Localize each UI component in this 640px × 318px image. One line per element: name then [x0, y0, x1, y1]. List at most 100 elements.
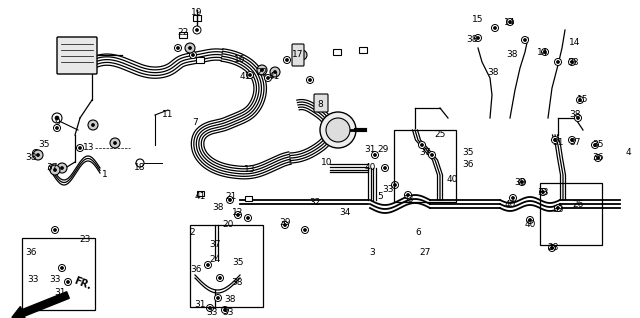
Circle shape	[577, 116, 579, 120]
Circle shape	[303, 229, 307, 232]
Text: 38: 38	[467, 35, 477, 44]
Circle shape	[596, 156, 600, 160]
Circle shape	[550, 246, 554, 250]
Text: 23: 23	[79, 235, 91, 244]
Text: 38: 38	[212, 203, 224, 212]
Circle shape	[552, 136, 559, 143]
Circle shape	[509, 195, 516, 202]
Text: 34: 34	[339, 208, 351, 217]
Circle shape	[511, 197, 515, 199]
Circle shape	[257, 65, 267, 75]
Circle shape	[195, 29, 198, 31]
Circle shape	[61, 266, 63, 269]
Text: 13: 13	[83, 143, 95, 152]
Text: 37: 37	[46, 163, 58, 172]
Text: 31: 31	[54, 288, 66, 297]
Circle shape	[88, 120, 98, 130]
Text: 33: 33	[206, 308, 218, 317]
Circle shape	[543, 51, 547, 53]
Circle shape	[381, 164, 388, 171]
Text: 14: 14	[504, 18, 516, 27]
Text: 35: 35	[38, 140, 50, 149]
Circle shape	[205, 261, 211, 268]
Circle shape	[570, 139, 573, 142]
Circle shape	[207, 264, 209, 266]
Text: 10: 10	[321, 158, 333, 167]
Text: 5: 5	[377, 192, 383, 201]
Text: FR.: FR.	[72, 276, 92, 292]
Circle shape	[223, 308, 227, 312]
Circle shape	[524, 38, 527, 42]
FancyBboxPatch shape	[57, 37, 97, 74]
Text: 7: 7	[192, 118, 198, 127]
Circle shape	[593, 143, 596, 147]
Circle shape	[492, 24, 499, 31]
Circle shape	[509, 20, 511, 24]
Text: 14: 14	[538, 48, 548, 57]
Circle shape	[56, 127, 58, 129]
Bar	[190, 225, 263, 307]
Circle shape	[301, 53, 303, 57]
Circle shape	[234, 211, 241, 218]
FancyBboxPatch shape	[292, 44, 304, 66]
Circle shape	[266, 77, 269, 80]
Circle shape	[431, 154, 433, 156]
Circle shape	[216, 274, 223, 281]
Circle shape	[529, 218, 531, 222]
Text: 40: 40	[364, 163, 376, 172]
Text: 38: 38	[567, 58, 579, 67]
Circle shape	[554, 139, 557, 142]
Circle shape	[246, 72, 253, 79]
Text: 31: 31	[364, 145, 376, 154]
Circle shape	[541, 190, 545, 193]
Circle shape	[284, 224, 287, 226]
Circle shape	[554, 59, 561, 66]
Circle shape	[209, 307, 211, 309]
Text: 33: 33	[222, 308, 234, 317]
Text: 30: 30	[515, 178, 525, 187]
Circle shape	[35, 151, 38, 155]
Text: 38: 38	[569, 110, 580, 119]
Circle shape	[54, 229, 56, 232]
Bar	[196, 57, 204, 63]
Circle shape	[392, 182, 399, 189]
Circle shape	[474, 34, 481, 42]
Circle shape	[260, 68, 264, 72]
Circle shape	[228, 198, 232, 202]
Circle shape	[54, 169, 56, 171]
Text: 20: 20	[222, 220, 234, 229]
Text: 8: 8	[317, 100, 323, 109]
Text: 15: 15	[577, 95, 589, 104]
Text: 6: 6	[415, 228, 421, 237]
Circle shape	[50, 165, 60, 175]
Text: 40: 40	[524, 220, 536, 229]
Circle shape	[51, 226, 58, 233]
Circle shape	[419, 142, 426, 149]
FancyArrow shape	[12, 292, 69, 318]
Text: 19: 19	[191, 8, 203, 17]
Text: 33: 33	[552, 205, 564, 214]
Circle shape	[579, 99, 582, 101]
Text: 2: 2	[189, 228, 195, 237]
Text: 38: 38	[506, 50, 518, 59]
Circle shape	[113, 142, 116, 144]
Text: 36: 36	[592, 153, 604, 162]
Text: 40: 40	[504, 200, 516, 209]
Text: 32: 32	[309, 198, 321, 207]
Text: 29: 29	[378, 145, 388, 154]
Circle shape	[557, 60, 559, 64]
Circle shape	[308, 79, 312, 81]
Text: 37: 37	[569, 138, 580, 147]
Circle shape	[301, 226, 308, 233]
Circle shape	[264, 74, 271, 81]
Bar	[244, 196, 252, 201]
Circle shape	[320, 112, 356, 148]
Circle shape	[189, 52, 196, 59]
FancyBboxPatch shape	[314, 94, 328, 112]
Text: 22: 22	[177, 28, 189, 37]
Circle shape	[237, 213, 239, 217]
Bar	[333, 49, 341, 55]
Bar	[193, 15, 201, 21]
Circle shape	[394, 183, 397, 186]
Text: 17: 17	[292, 50, 304, 59]
